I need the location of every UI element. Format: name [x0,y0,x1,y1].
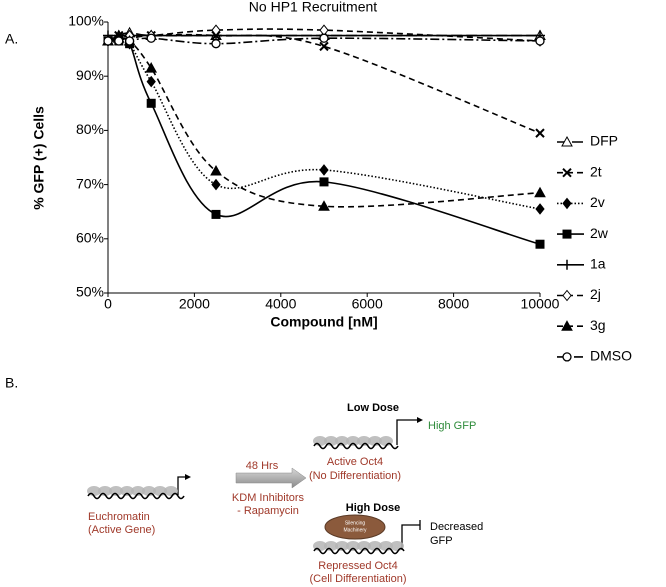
silencing-machinery [324,514,386,540]
marker [534,186,546,198]
marker [319,177,329,187]
legend-label: DMSO [590,348,632,364]
legend-label: 2w [590,225,609,241]
marker [211,209,221,219]
label: Active Oct4 [327,456,383,468]
marker [146,75,156,88]
label: KDM Inhibitors [232,492,305,504]
x-tick-label: 4000 [265,296,296,312]
legend-marker [562,352,572,362]
marker [145,62,158,73]
gene-arrow [396,419,420,445]
label: GFP [430,535,453,547]
series-line [108,37,541,45]
label: High GFP [428,420,476,432]
x-tick-label: 0 [104,296,112,312]
nucleosome [335,436,349,446]
marker [211,39,221,49]
nucleosome [335,541,349,551]
marker [535,239,545,249]
x-tick-label: 6000 [352,296,383,312]
series-line [107,37,541,210]
arrow-head [185,474,191,480]
x-axis-label: Compound [nM] [270,314,377,330]
nucleosome [346,541,360,551]
legend-label: 2v [590,194,605,210]
legend-marker [561,320,573,331]
legend-label: DFP [590,133,618,149]
label: Silencing [345,520,366,526]
dna [87,492,185,500]
marker [146,98,156,108]
nucleosome [131,486,145,496]
x-tick-label: 2000 [179,296,210,312]
label: Euchromatin [88,511,150,523]
nucleosome [109,486,123,496]
marker [535,36,545,46]
y-tick-label: 70% [76,175,104,191]
legend-label: 3g [590,317,606,333]
marker [103,36,113,46]
dna [313,547,405,555]
marker [211,24,221,36]
gene-block [401,520,421,550]
label: Machinery [343,527,367,533]
arrow-head [417,417,423,423]
gene-arrow [177,476,188,495]
legend-marker [562,197,572,210]
marker [114,36,124,46]
arrow [235,467,307,489]
marker [146,33,156,43]
label: Low Dose [347,402,399,414]
label: (Cell Differentiation) [309,573,406,585]
label: High Dose [346,502,400,514]
x-tick-label: 8000 [438,296,469,312]
panel-label: A. [5,31,18,47]
panel-label: B. [5,375,18,391]
legend-marker [562,167,572,178]
label: (No Differentiation) [309,470,401,482]
chart-title: No HP1 Recruitment [249,0,377,15]
legend-label: 2t [590,163,602,179]
label: Repressed Oct4 [318,560,397,572]
series-line [107,33,541,134]
nucleosome [357,541,371,551]
y-tick-label: 50% [76,284,104,300]
dna [313,442,399,450]
legend-label: 2j [590,286,601,302]
nucleosome [346,436,360,446]
y-tick-label: 80% [76,121,104,137]
label: - Rapamycin [237,505,299,517]
marker [535,128,545,138]
diagram: Low Dose High GFP Active Oct4 (No Differ… [87,402,483,585]
nucleosome [120,486,134,496]
label: 48 Hrs [246,460,279,472]
x-tick-label: 10000 [521,296,560,312]
label: Decreased [430,521,483,533]
legend-marker [561,135,573,147]
marker [319,33,329,43]
marker [124,36,135,46]
marker [535,203,545,215]
marker [318,200,330,211]
marker [210,165,222,176]
series-line [107,37,541,245]
legend-label: 1a [590,256,606,272]
y-axis-label: % GFP (+) Cells [31,106,47,210]
nucleosome [357,436,371,446]
y-tick-label: 60% [76,230,104,246]
marker [319,164,329,176]
legend-marker [562,259,572,270]
marker [211,178,221,191]
legend-marker [562,289,572,302]
y-tick-label: 100% [68,13,104,29]
legend-marker [562,229,572,239]
marker [319,41,329,52]
label: (Active Gene) [88,524,155,536]
y-tick-label: 90% [76,67,104,83]
